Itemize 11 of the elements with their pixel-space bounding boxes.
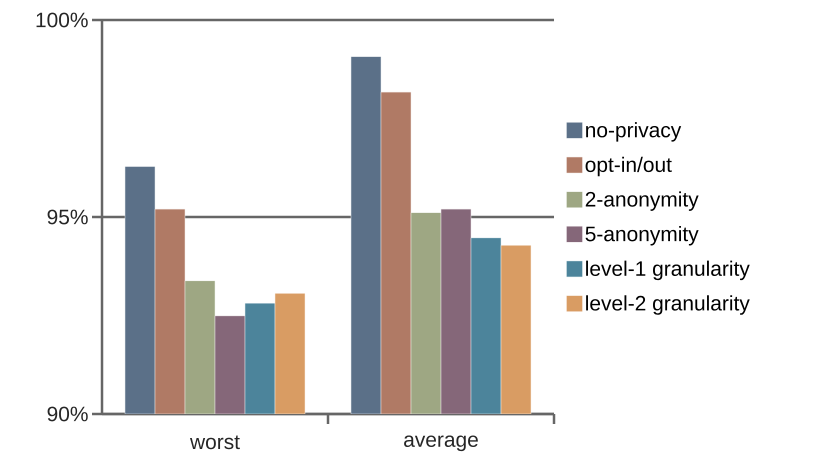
legend-label: level-1 granularity [586, 260, 750, 280]
y-tick-label: 100% [36, 12, 88, 28]
legend-label: no-privacy [586, 122, 682, 142]
x-tick-label: average [404, 436, 478, 452]
x-tick-label: worst [190, 435, 240, 450]
legend-label: level-2 granularity [586, 295, 750, 315]
legend-label: 2-anonymity [586, 191, 699, 211]
legend-label: opt-in/out [586, 156, 672, 176]
y-tick-label: 95% [48, 210, 88, 224]
y-tick-label: 90% [48, 406, 88, 422]
legend-label: 5-anonymity [586, 226, 699, 246]
